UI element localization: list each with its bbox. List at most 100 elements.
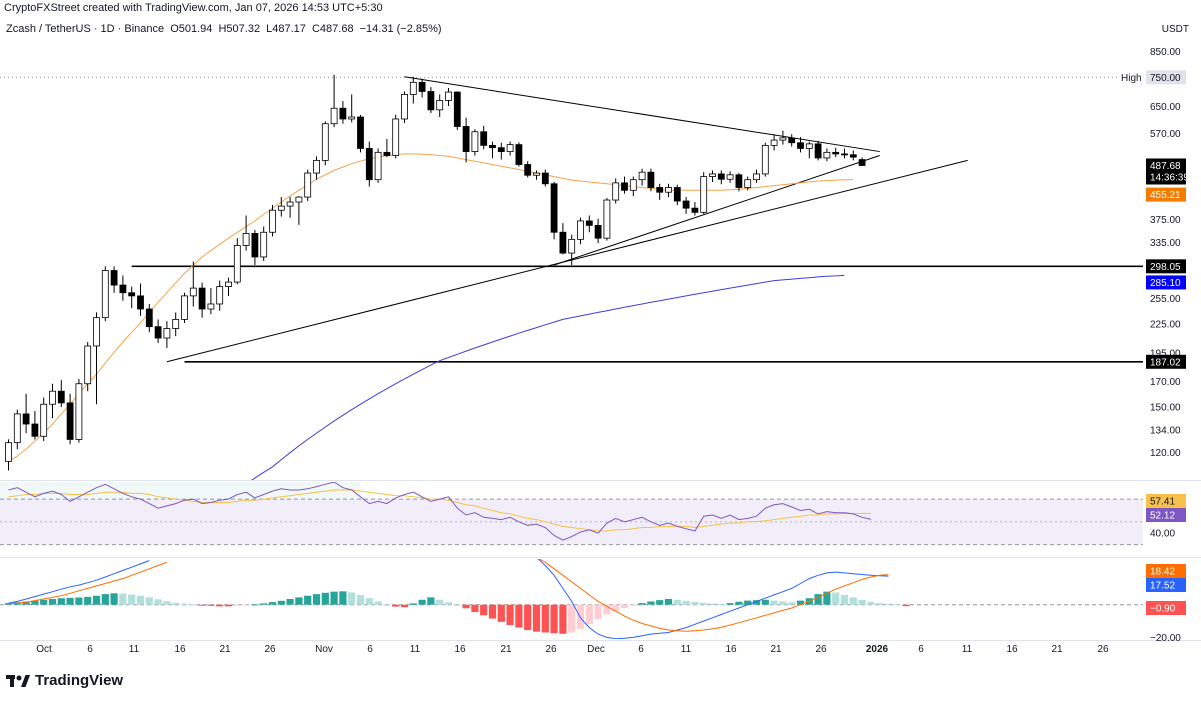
rsi-ma-value-bg xyxy=(1146,494,1186,508)
candle xyxy=(709,170,716,182)
candle xyxy=(515,142,523,167)
candle xyxy=(559,223,567,255)
macd-histogram-bar xyxy=(480,604,488,616)
candle-body xyxy=(313,159,320,174)
macd-histogram-bar xyxy=(726,603,734,605)
macd-histogram-bar xyxy=(770,600,778,605)
candle xyxy=(436,94,444,117)
candle-body xyxy=(709,173,716,177)
time-tick-label: Dec xyxy=(587,644,605,655)
candle-body xyxy=(849,154,857,158)
macd-histogram-bar xyxy=(198,604,206,606)
price-tick-label: 570.00 xyxy=(1150,129,1181,140)
macd-histogram-bar xyxy=(48,599,57,605)
macd-histogram-bar xyxy=(339,591,347,605)
time-tick-label: 26 xyxy=(264,644,276,655)
macd-histogram-bar xyxy=(858,599,866,605)
macd-histogram-bar xyxy=(867,601,875,605)
candle xyxy=(814,140,822,161)
macd-value-label: 17.52 xyxy=(1150,581,1175,592)
candle xyxy=(779,130,787,145)
macd-histogram-bar xyxy=(75,597,83,605)
candle xyxy=(638,168,646,186)
currency-label: USDT xyxy=(1161,24,1189,35)
candle-body xyxy=(445,91,452,101)
last-price-label: 487.68 xyxy=(1150,161,1181,172)
candle-body xyxy=(339,107,347,120)
macd-histogram-bar xyxy=(823,591,831,605)
macd-histogram-bar xyxy=(84,596,92,605)
candle-body xyxy=(304,172,312,198)
macd-histogram-bar xyxy=(568,604,576,633)
candle-body xyxy=(348,116,356,120)
candle-body xyxy=(805,143,813,149)
candle-body xyxy=(409,81,417,95)
candle xyxy=(198,282,206,318)
candle-body xyxy=(700,176,708,213)
level-price-bg xyxy=(1146,354,1186,369)
candle xyxy=(700,172,708,214)
time-tick-label: 16 xyxy=(454,644,466,655)
macd-histogram-bar xyxy=(506,604,514,626)
ma50-price-label: 455.21 xyxy=(1150,190,1181,201)
macd-histogram-bar xyxy=(524,604,532,631)
candle xyxy=(427,87,435,114)
candle xyxy=(330,74,338,128)
candle-body xyxy=(277,205,285,211)
candle-body xyxy=(154,326,162,339)
macd-histogram-bar xyxy=(163,601,171,605)
macd-histogram-bar xyxy=(180,603,189,605)
candle xyxy=(524,161,532,178)
candle-body xyxy=(497,147,505,152)
candle xyxy=(533,170,540,180)
candle xyxy=(392,114,400,159)
time-tick-label: 16 xyxy=(725,644,737,655)
price-tick-label: 225.00 xyxy=(1150,319,1181,330)
candle xyxy=(409,76,417,104)
time-tick-label: 26 xyxy=(1097,644,1109,655)
candle-body xyxy=(638,171,646,181)
macd-histogram-bar xyxy=(559,604,567,634)
candle xyxy=(858,157,866,166)
price-tick-label: 255.00 xyxy=(1150,294,1181,305)
signal-value-bg xyxy=(1146,564,1186,578)
macd-histogram-bar xyxy=(286,599,294,605)
candle xyxy=(585,215,593,233)
high-label: High xyxy=(1121,73,1142,84)
time-tick-label: 11 xyxy=(681,644,692,655)
candle-body xyxy=(682,200,690,209)
candle-body xyxy=(49,390,56,405)
symbol-name[interactable]: Zcash / TetherUS · 1D · Binance xyxy=(6,23,165,35)
candle-body xyxy=(189,287,197,297)
candle-body xyxy=(506,144,514,152)
candle-body xyxy=(66,402,74,440)
candle-body xyxy=(295,196,303,203)
candle-body xyxy=(357,116,364,149)
macd-histogram-bar xyxy=(92,595,101,605)
candle-body xyxy=(717,173,725,180)
macd-histogram-bar xyxy=(752,600,761,605)
candle-body xyxy=(726,174,734,180)
candle-body xyxy=(251,233,259,258)
candle xyxy=(295,196,303,225)
candle-body xyxy=(594,224,602,239)
macd-histogram-bar xyxy=(612,604,620,612)
candle xyxy=(841,148,848,159)
candle-body xyxy=(603,199,611,239)
candle xyxy=(242,215,250,251)
macd-histogram-bar xyxy=(788,602,796,605)
candle-body xyxy=(691,207,699,213)
candle xyxy=(313,156,320,180)
ma200-price-label: 285.10 xyxy=(1150,278,1181,289)
candle-body xyxy=(585,220,593,226)
tradingview-name: TradingView xyxy=(35,672,124,689)
candle xyxy=(788,134,796,147)
candle xyxy=(735,173,743,192)
macd-histogram-bar xyxy=(110,593,118,605)
candle-body xyxy=(462,126,470,152)
macd-histogram-bar xyxy=(594,604,602,620)
open-value: O501.94 xyxy=(170,23,213,35)
candle xyxy=(233,238,241,285)
candle-body xyxy=(75,383,83,440)
